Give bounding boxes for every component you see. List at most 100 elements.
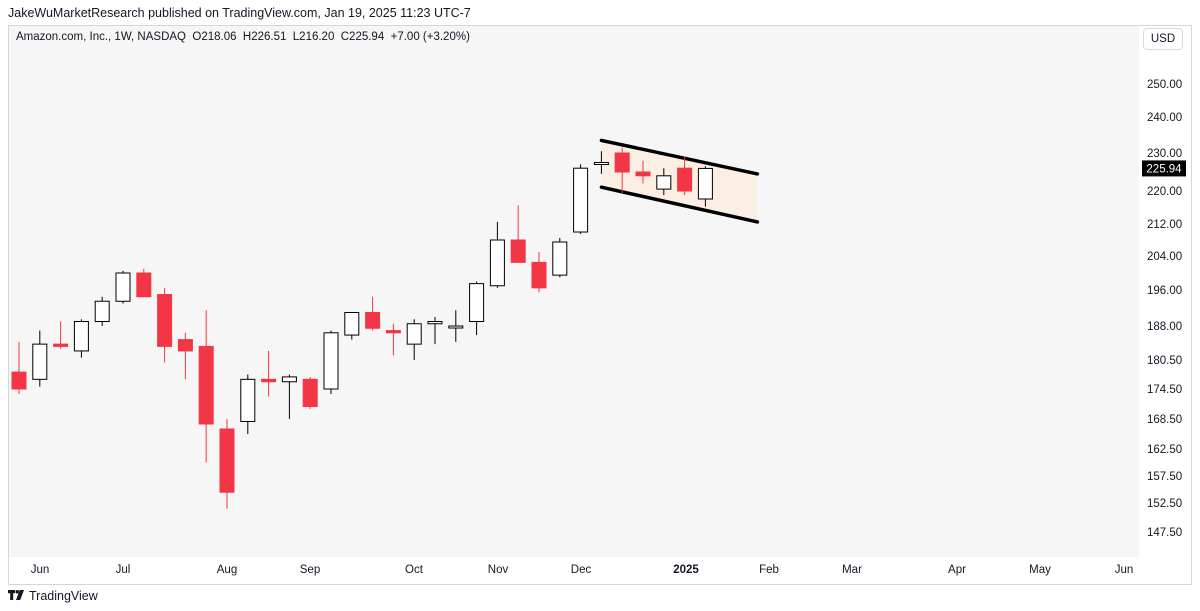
- candle-body: [281, 376, 297, 383]
- candle: [115, 270, 131, 304]
- candle: [385, 323, 401, 356]
- last-price-layer: 225.94: [1142, 160, 1186, 177]
- candle-body: [344, 312, 360, 336]
- x-tick-label: Jul: [116, 564, 131, 576]
- candle-body: [677, 167, 693, 192]
- candle-body: [656, 175, 672, 190]
- candle: [32, 330, 48, 387]
- candle: [593, 151, 609, 174]
- candle: [656, 168, 672, 196]
- channel-lower-line: [599, 185, 760, 224]
- candle-layer: [11, 147, 713, 509]
- y-tick-label: 152.50: [1147, 498, 1182, 510]
- y-tick-label: 212.00: [1147, 219, 1182, 231]
- y-tick-label: 188.00: [1147, 321, 1182, 333]
- candle-body: [614, 152, 630, 173]
- x-tick-label: Feb: [759, 564, 779, 576]
- y-tick-label: 174.50: [1147, 384, 1182, 396]
- candle-body: [697, 167, 713, 200]
- candle: [677, 156, 693, 196]
- y-tick-label: 220.00: [1147, 186, 1182, 198]
- candle-body: [510, 239, 526, 263]
- candle-body: [198, 345, 214, 425]
- candle-body: [32, 343, 48, 380]
- legend-open: O218.06: [192, 31, 237, 43]
- candle: [198, 310, 214, 463]
- candle: [177, 332, 193, 380]
- candle-body: [136, 272, 152, 298]
- legend-symbol: Amazon.com, Inc., 1W, NASDAQ: [16, 31, 186, 43]
- candle-body: [385, 330, 401, 334]
- candle: [427, 317, 443, 345]
- candle-body: [219, 428, 235, 493]
- x-tick-label: May: [1029, 564, 1051, 576]
- candle-body: [177, 339, 193, 352]
- legend-low: L216.20: [292, 31, 335, 43]
- legend-close: C225.94: [340, 31, 385, 43]
- candle-body: [115, 272, 131, 302]
- candle-body: [448, 325, 464, 329]
- candle-body: [11, 371, 27, 390]
- candle-body: [406, 323, 422, 345]
- candle: [219, 419, 235, 509]
- x-tick-label: Aug: [217, 564, 237, 576]
- footer-brand-label: TradingView: [29, 589, 98, 603]
- candle-body: [261, 378, 277, 383]
- x-tick-label: 2025: [673, 564, 699, 576]
- x-tick-label: Nov: [488, 564, 509, 576]
- candle-body: [531, 261, 547, 289]
- candle: [614, 147, 630, 194]
- last-price-label: 225.94: [1146, 163, 1182, 175]
- candle-body: [593, 162, 609, 165]
- channel-upper-line: [599, 138, 760, 176]
- candle-body: [489, 239, 505, 287]
- last-price-tag: [1142, 160, 1186, 177]
- candle-body: [427, 321, 443, 325]
- candle: [240, 374, 256, 434]
- y-axis: 250.00 240.00 230.00 220.00 212.00 204.00 196.…: [1147, 79, 1182, 539]
- y-tick-label: 168.50: [1147, 414, 1182, 426]
- x-tick-label: Oct: [405, 564, 424, 576]
- candle: [469, 281, 485, 336]
- candle: [281, 374, 297, 419]
- candle: [697, 166, 713, 207]
- publish-header: JakeWuMarketResearch published on Tradin…: [8, 6, 471, 20]
- y-tick-label: 180.50: [1147, 355, 1182, 367]
- candle-body: [469, 283, 485, 322]
- y-tick-label: 250.00: [1147, 79, 1182, 91]
- candle: [635, 160, 651, 184]
- candle-body: [552, 241, 568, 276]
- footer-brand[interactable]: TradingView: [8, 589, 98, 603]
- candle-body: [365, 312, 381, 329]
- candle: [365, 296, 381, 331]
- y-tick-label: 147.50: [1147, 527, 1182, 539]
- y-tick-label: 196.00: [1147, 285, 1182, 297]
- candle: [11, 341, 27, 394]
- candle: [73, 319, 89, 358]
- candle: [136, 268, 152, 298]
- tradingview-logo-icon: [8, 589, 24, 603]
- candle: [531, 252, 547, 293]
- candle: [406, 319, 422, 360]
- candle: [261, 350, 277, 397]
- candle-body: [157, 294, 173, 347]
- x-tick-label: Mar: [842, 564, 862, 576]
- candle: [344, 312, 360, 340]
- symbol-legend: Amazon.com, Inc., 1W, NASDAQ O218.06 H22…: [16, 31, 470, 43]
- y-tick-label: 162.50: [1147, 444, 1182, 456]
- candle: [573, 164, 589, 234]
- y-tick-label: 230.00: [1147, 148, 1182, 160]
- plot-area[interactable]: [9, 26, 1139, 557]
- legend-high: H226.51: [242, 31, 287, 43]
- x-tick-label: Dec: [571, 564, 592, 576]
- candle-body: [323, 332, 339, 390]
- x-tick-label: Jun: [1115, 564, 1134, 576]
- currency-button[interactable]: USD: [1143, 28, 1183, 50]
- candle: [157, 287, 173, 363]
- candle: [448, 310, 464, 342]
- candle-body: [302, 378, 318, 408]
- x-axis: Jun Jul Aug Sep Oct Nov Dec 2025 Feb Mar Apr May Jun: [31, 564, 1134, 576]
- x-tick-label: Sep: [300, 564, 320, 576]
- candle-body: [53, 343, 69, 347]
